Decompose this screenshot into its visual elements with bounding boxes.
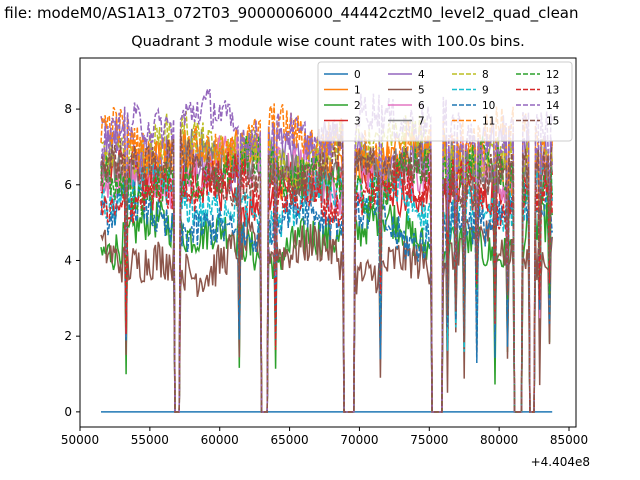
y-tick-label: 6 <box>64 178 72 192</box>
legend-label-4: 4 <box>418 69 425 81</box>
x-tick-label: 65000 <box>270 433 308 447</box>
legend-label-9: 9 <box>482 85 489 97</box>
legend-box <box>317 61 573 142</box>
legend-label-2: 2 <box>354 100 361 112</box>
plot-frame <box>79 57 577 428</box>
x-tick-label: 75000 <box>410 433 448 447</box>
legend-label-14: 14 <box>546 100 560 112</box>
legend-label-3: 3 <box>354 116 361 128</box>
x-tick-label: 55000 <box>131 433 169 447</box>
figure-suptitle: n file: modeM0/AS1A13_072T03_9000006000_… <box>0 4 579 22</box>
y-axis-ticks: 0 2 4 6 8 <box>64 102 80 419</box>
legend-label-15: 15 <box>546 116 559 128</box>
legend-label-0: 0 <box>354 69 361 81</box>
legend-label-10: 10 <box>482 100 495 112</box>
y-tick-label: 2 <box>64 329 72 343</box>
x-tick-label: 50000 <box>61 433 99 447</box>
series-line-15 <box>100 129 553 413</box>
legend-label-5: 5 <box>418 85 425 97</box>
chart-title: Quadrant 3 module wise count rates with … <box>131 34 525 50</box>
legend-label-1: 1 <box>354 85 361 97</box>
legend-label-6: 6 <box>418 100 425 112</box>
x-tick-label: 85000 <box>550 433 588 447</box>
legend-label-7: 7 <box>418 116 425 128</box>
legend-label-13: 13 <box>546 85 559 97</box>
legend-label-12: 12 <box>546 69 559 81</box>
x-axis-ticks: 50000 55000 60000 65000 70000 75000 80000 85000 <box>61 427 588 447</box>
x-tick-label: 60000 <box>201 433 239 447</box>
x-offset-label: +4.404e8 <box>531 455 590 469</box>
x-tick-label: 80000 <box>480 433 518 447</box>
legend-label-11: 11 <box>482 116 495 128</box>
legend-label-8: 8 <box>482 69 489 81</box>
y-tick-label: 4 <box>64 253 72 267</box>
y-tick-label: 0 <box>64 405 72 419</box>
y-tick-label: 8 <box>64 102 72 116</box>
x-tick-label: 70000 <box>340 433 378 447</box>
